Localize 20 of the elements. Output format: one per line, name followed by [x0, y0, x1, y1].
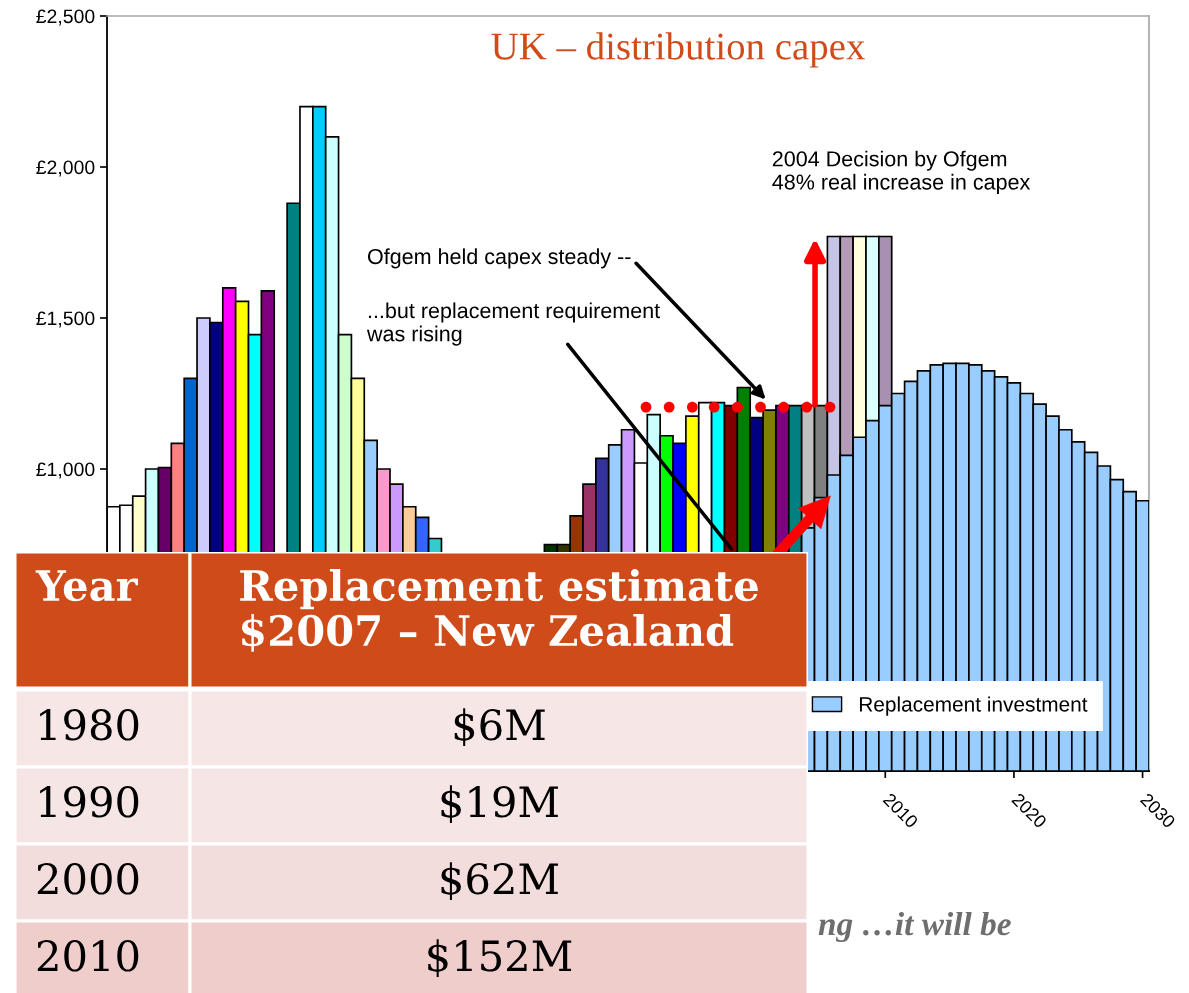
legend-label: Replacement investment	[859, 696, 1088, 716]
data-label: $152M	[428, 939, 572, 978]
chart-title: UK – distribution capex	[491, 32, 865, 68]
y-tick-label: £1,500	[36, 311, 95, 328]
annotation: ...but replacement requirement was rising	[366, 302, 660, 346]
y-tick-label: £2,000	[36, 160, 95, 177]
annotation: Ofgem held capex steady --	[368, 248, 631, 269]
annotation: 2004 Decision by Ofgem 48% real increase in capex	[772, 150, 1031, 194]
text: ng …it will be	[818, 911, 1011, 943]
x-tick-label: Replacement estimate $2007 – New Zealand	[240, 569, 758, 652]
data-label: $62M	[441, 862, 558, 901]
y-tick-label: 2000	[37, 863, 139, 895]
y-tick-label: £1,000	[36, 462, 95, 479]
y-tick-label: 1990	[40, 786, 139, 818]
y-tick-label: 2010	[37, 940, 139, 972]
y-tick-label: £2,500	[36, 9, 95, 26]
y-axis-title: Year	[35, 570, 138, 602]
data-label: $19M	[441, 785, 558, 824]
y-tick-label: 1980	[40, 709, 139, 741]
data-label: $6M	[454, 708, 545, 747]
